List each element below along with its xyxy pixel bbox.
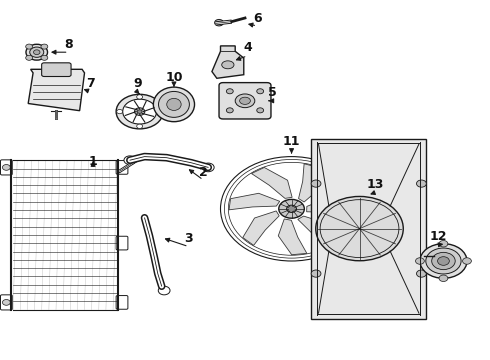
- Polygon shape: [243, 211, 279, 246]
- Text: 10: 10: [165, 71, 183, 84]
- Ellipse shape: [240, 97, 250, 104]
- Ellipse shape: [153, 87, 195, 122]
- Circle shape: [124, 156, 136, 165]
- Polygon shape: [298, 164, 319, 202]
- Text: 2: 2: [199, 166, 208, 179]
- Ellipse shape: [159, 91, 189, 117]
- Circle shape: [41, 55, 48, 60]
- FancyBboxPatch shape: [219, 83, 271, 119]
- Circle shape: [117, 109, 122, 114]
- Circle shape: [226, 89, 233, 94]
- Circle shape: [279, 199, 304, 218]
- Circle shape: [33, 50, 40, 55]
- Text: 9: 9: [133, 77, 142, 90]
- Text: 13: 13: [366, 178, 384, 191]
- Circle shape: [26, 44, 48, 60]
- Circle shape: [137, 95, 143, 99]
- Circle shape: [416, 270, 426, 277]
- Circle shape: [134, 108, 145, 116]
- Circle shape: [202, 163, 214, 172]
- FancyBboxPatch shape: [0, 295, 12, 310]
- Polygon shape: [251, 167, 292, 198]
- Circle shape: [41, 44, 48, 49]
- Circle shape: [257, 89, 264, 94]
- FancyBboxPatch shape: [42, 63, 71, 77]
- Circle shape: [416, 258, 424, 264]
- Text: 7: 7: [86, 77, 95, 90]
- Circle shape: [157, 109, 163, 114]
- Circle shape: [158, 286, 170, 295]
- Circle shape: [287, 205, 296, 212]
- Text: 12: 12: [430, 230, 447, 243]
- Circle shape: [2, 300, 10, 305]
- Bar: [311, 139, 426, 319]
- Polygon shape: [278, 219, 307, 255]
- Polygon shape: [307, 188, 352, 212]
- Circle shape: [432, 252, 455, 270]
- Text: 4: 4: [243, 41, 252, 54]
- Circle shape: [316, 197, 403, 261]
- Polygon shape: [229, 193, 280, 210]
- Text: 6: 6: [253, 12, 262, 24]
- Circle shape: [438, 257, 449, 265]
- Text: 8: 8: [64, 38, 73, 51]
- Circle shape: [311, 180, 321, 187]
- FancyBboxPatch shape: [116, 296, 128, 309]
- Circle shape: [116, 94, 163, 129]
- Circle shape: [439, 240, 448, 247]
- Circle shape: [311, 270, 321, 277]
- FancyBboxPatch shape: [116, 236, 128, 250]
- FancyBboxPatch shape: [116, 161, 128, 174]
- Circle shape: [30, 47, 44, 57]
- Circle shape: [25, 44, 32, 49]
- Circle shape: [137, 110, 142, 113]
- Circle shape: [226, 108, 233, 113]
- Text: 1: 1: [89, 155, 98, 168]
- Circle shape: [257, 108, 264, 113]
- Circle shape: [426, 248, 461, 274]
- Polygon shape: [298, 216, 348, 237]
- Circle shape: [215, 19, 223, 26]
- Circle shape: [416, 180, 426, 187]
- Circle shape: [137, 124, 143, 129]
- FancyBboxPatch shape: [0, 160, 12, 175]
- Text: 3: 3: [184, 232, 193, 245]
- Polygon shape: [28, 69, 85, 111]
- Circle shape: [122, 99, 157, 124]
- Ellipse shape: [222, 61, 234, 69]
- Circle shape: [420, 244, 467, 278]
- Ellipse shape: [167, 98, 181, 111]
- Polygon shape: [212, 46, 244, 78]
- Text: 5: 5: [268, 86, 276, 99]
- Circle shape: [25, 55, 32, 60]
- Circle shape: [2, 165, 10, 170]
- Circle shape: [439, 275, 448, 282]
- Ellipse shape: [235, 94, 255, 108]
- Circle shape: [463, 258, 471, 264]
- Text: 11: 11: [283, 135, 300, 148]
